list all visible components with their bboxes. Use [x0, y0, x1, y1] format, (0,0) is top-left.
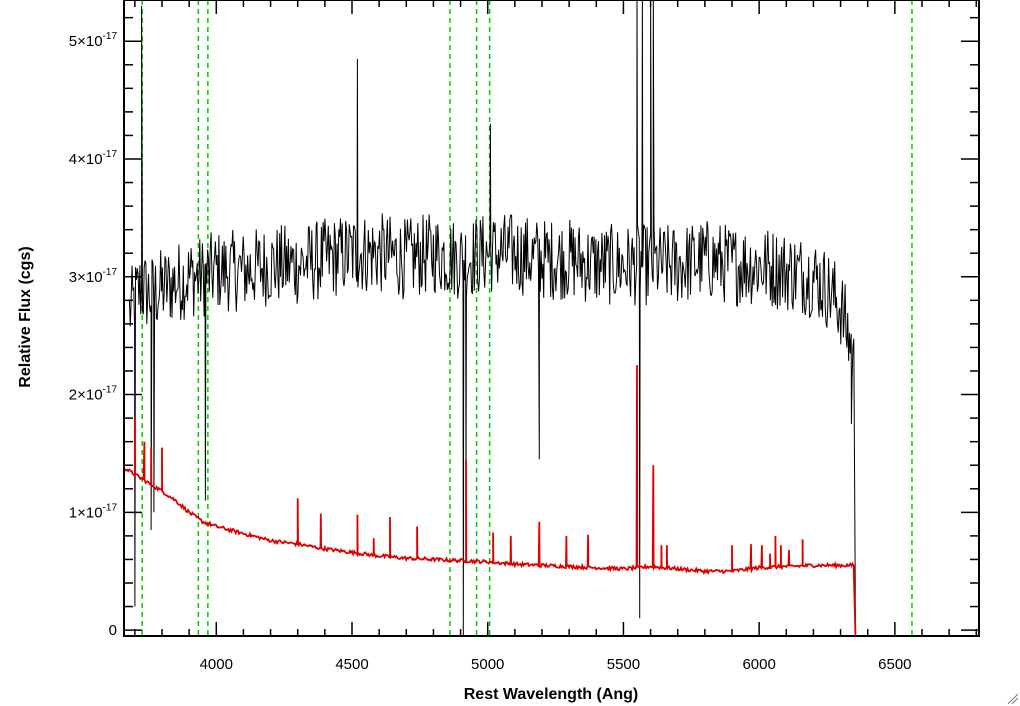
axis-ticks [124, 0, 979, 636]
x-tick-label: 4000 [200, 656, 233, 673]
y-tick-label: 3×10-17 [69, 267, 118, 286]
y-tick-label: 2×10-17 [69, 385, 118, 404]
x-tick-labels: 4000 4500 5000 5500 6000 6500 [200, 656, 912, 673]
plot-frame [123, 0, 980, 637]
y-tick-label: 1×10-17 [69, 502, 118, 521]
y-tick-label: 5×10-17 [69, 31, 118, 50]
resize-grip-icon[interactable] [1006, 692, 1018, 704]
x-tick-label: 4500 [335, 656, 368, 673]
series-layer [123, 0, 979, 637]
x-tick-label: 6500 [878, 656, 911, 673]
x-axis-title: Rest Wavelength (Ang) [464, 686, 639, 703]
y-tick-label: 4×10-17 [69, 149, 118, 168]
series-observed-spectrum [128, 0, 979, 637]
y-axis-title: Relative Flux (cgs) [17, 246, 34, 387]
x-tick-label: 6000 [742, 656, 775, 673]
y-tick-labels: 0 1×10-17 2×10-17 3×10-17 4×10-17 5×10-17 [69, 31, 118, 639]
x-tick-label: 5500 [607, 656, 640, 673]
x-tick-label: 5000 [471, 656, 504, 673]
series-model-spectrum [123, 365, 979, 637]
y-tick-label: 0 [109, 622, 117, 639]
reference-lines [141, 0, 913, 636]
